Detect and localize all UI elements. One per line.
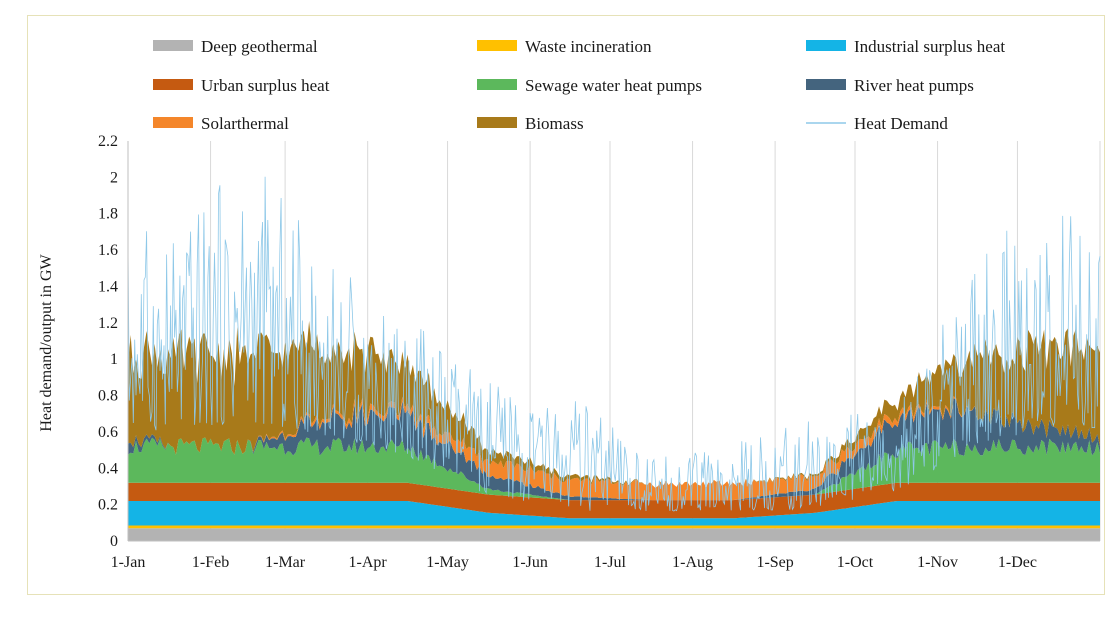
legend-label: Heat Demand <box>854 114 948 133</box>
x-tick-label-1-jul: 1-Jul <box>594 554 627 571</box>
y-tick-label: 1.6 <box>98 242 118 259</box>
area-urban-surplus-heat <box>128 482 1100 519</box>
x-tick-label-1-mar: 1-Mar <box>265 554 306 571</box>
y-tick-label: 1 <box>110 351 118 368</box>
legend-item-river-heat-pumps: River heat pumps <box>806 76 974 95</box>
legend-item-heat-demand: Heat Demand <box>806 114 948 133</box>
legend-label: Deep geothermal <box>201 37 318 56</box>
x-tick-label-1-dec: 1-Dec <box>998 554 1037 571</box>
y-tick-label: 0.4 <box>98 460 118 477</box>
legend-swatch <box>153 117 193 128</box>
legend-swatch <box>806 40 846 51</box>
legend-label: Urban surplus heat <box>201 76 330 95</box>
y-tick-label: 2 <box>110 169 118 186</box>
y-tick-label: 0 <box>110 533 118 550</box>
legend-item-biomass: Biomass <box>477 114 584 133</box>
y-tick-labels: 0 0.2 0.4 0.6 0.8 1 1.2 1.4 1.6 1.8 2 2.2 <box>98 133 118 550</box>
axes <box>127 141 1100 542</box>
legend-label: Sewage water heat pumps <box>525 76 702 95</box>
x-tick-label-1-jan: 1-Jan <box>111 554 146 571</box>
legend-swatch <box>477 79 517 90</box>
area-waste-incineration <box>128 525 1100 529</box>
area-sewage-water-heat-pumps <box>128 437 1100 501</box>
legend-label: Industrial surplus heat <box>854 37 1005 56</box>
area-biomass <box>128 320 1100 488</box>
legend-swatch <box>153 79 193 90</box>
y-tick-label: 0.2 <box>98 497 118 514</box>
legend-item-sewage-water-heat-pumps: Sewage water heat pumps <box>477 76 702 95</box>
area-industrial-surplus-heat <box>128 501 1100 526</box>
legend-swatch <box>806 79 846 90</box>
x-tick-label-1-aug: 1-Aug <box>672 554 713 571</box>
legend-label: Waste incineration <box>525 37 652 56</box>
legend-swatch <box>153 40 193 51</box>
y-tick-label: 0.8 <box>98 388 118 405</box>
x-tick-label-1-may: 1-May <box>426 554 469 571</box>
stacked-areas <box>128 320 1100 541</box>
y-tick-label: 2.2 <box>98 133 118 150</box>
y-tick-label: 1.2 <box>98 315 118 332</box>
legend-label: Biomass <box>525 114 584 133</box>
y-tick-label: 1.8 <box>98 206 118 223</box>
x-tick-label-1-feb: 1-Feb <box>192 554 229 571</box>
area-deep-geothermal <box>128 528 1100 541</box>
y-tick-label: 0.6 <box>98 424 118 441</box>
legend-item-urban-surplus-heat: Urban surplus heat <box>153 76 330 95</box>
y-tick-label: 1.4 <box>98 278 118 295</box>
legend-swatch <box>477 117 517 128</box>
legend-item-waste-incineration: Waste incineration <box>477 37 652 56</box>
x-tick-label-1-sep: 1-Sep <box>756 554 793 571</box>
legend: Deep geothermal Waste incineration Industr… <box>153 37 1005 133</box>
area-river-heat-pumps <box>128 398 1100 501</box>
legend-item-industrial-surplus-heat: Industrial surplus heat <box>806 37 1005 56</box>
legend-item-solarthermal: Solarthermal <box>153 114 289 133</box>
line-heat-demand <box>127 176 1101 512</box>
legend-item-deep-geothermal: Deep geothermal <box>153 37 318 56</box>
heat-demand-series <box>127 176 1101 512</box>
x-tick-label-1-oct: 1-Oct <box>837 554 874 571</box>
x-tick-label-1-nov: 1-Nov <box>917 554 958 571</box>
x-tick-label-1-apr: 1-Apr <box>349 554 388 571</box>
y-axis-label: Heat demand/output in GW <box>38 253 55 431</box>
x-tick-label-1-jun: 1-Jun <box>512 554 548 571</box>
legend-label: Solarthermal <box>201 114 289 133</box>
x-tick-labels: 1-Jan 1-Feb 1-Mar 1-Apr 1-May 1-Jun 1-Jul 1-Aug… <box>111 554 1037 571</box>
legend-label: River heat pumps <box>854 76 974 95</box>
legend-swatch <box>477 40 517 51</box>
